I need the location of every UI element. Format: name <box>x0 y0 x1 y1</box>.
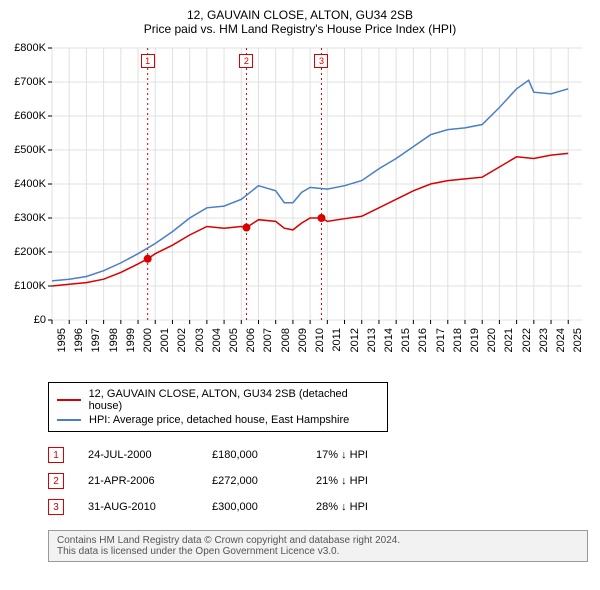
y-axis-label: £400K <box>12 178 46 190</box>
event-date: 31-AUG-2010 <box>88 501 188 513</box>
chart-svg <box>12 44 588 344</box>
y-axis-label: £600K <box>12 110 46 122</box>
event-date: 24-JUL-2000 <box>88 449 188 461</box>
chart-event-badge: 1 <box>141 54 155 68</box>
event-date: 21-APR-2006 <box>88 475 188 487</box>
event-diff: 28% ↓ HPI <box>316 501 416 513</box>
y-axis-label: £700K <box>12 76 46 88</box>
legend-row: 12, GAUVAIN CLOSE, ALTON, GU34 2SB (deta… <box>57 387 379 413</box>
y-axis-label: £300K <box>12 212 46 224</box>
event-row: 1 24-JUL-2000 £180,000 17% ↓ HPI <box>48 442 588 468</box>
chart-title: 12, GAUVAIN CLOSE, ALTON, GU34 2SB <box>12 8 588 22</box>
legend-label: HPI: Average price, detached house, East… <box>89 414 349 426</box>
event-badge: 3 <box>48 499 64 515</box>
event-diff: 21% ↓ HPI <box>316 475 416 487</box>
legend: 12, GAUVAIN CLOSE, ALTON, GU34 2SB (deta… <box>48 382 388 432</box>
event-price: £300,000 <box>212 501 292 513</box>
chart-event-badge: 2 <box>239 54 253 68</box>
events-table: 1 24-JUL-2000 £180,000 17% ↓ HPI 2 21-APR-200… <box>48 442 588 520</box>
event-row: 2 21-APR-2006 £272,000 21% ↓ HPI <box>48 468 588 494</box>
event-diff: 17% ↓ HPI <box>316 449 416 461</box>
y-axis-label: £100K <box>12 280 46 292</box>
y-axis-label: £200K <box>12 246 46 258</box>
x-axis-label: 2025 <box>572 328 600 352</box>
legend-swatch <box>57 399 81 401</box>
y-axis-label: £800K <box>12 42 46 54</box>
chart-area: £0 £100K £200K £300K £400K £500K £600K £700K £80… <box>12 44 588 374</box>
event-row: 3 31-AUG-2010 £300,000 28% ↓ HPI <box>48 494 588 520</box>
event-badge: 1 <box>48 447 64 463</box>
legend-row: HPI: Average price, detached house, East… <box>57 413 379 427</box>
legend-swatch <box>57 419 81 421</box>
attribution: Contains HM Land Registry data © Crown c… <box>48 530 588 562</box>
chart-subtitle: Price paid vs. HM Land Registry's House … <box>12 22 588 36</box>
legend-label: 12, GAUVAIN CLOSE, ALTON, GU34 2SB (deta… <box>89 388 379 412</box>
attribution-line: Contains HM Land Registry data © Crown c… <box>57 535 579 546</box>
attribution-line: This data is licensed under the Open Gov… <box>57 546 579 557</box>
event-price: £180,000 <box>212 449 292 461</box>
event-price: £272,000 <box>212 475 292 487</box>
y-axis-label: £500K <box>12 144 46 156</box>
chart-event-badge: 3 <box>314 54 328 68</box>
event-badge: 2 <box>48 473 64 489</box>
y-axis-label: £0 <box>12 314 46 326</box>
